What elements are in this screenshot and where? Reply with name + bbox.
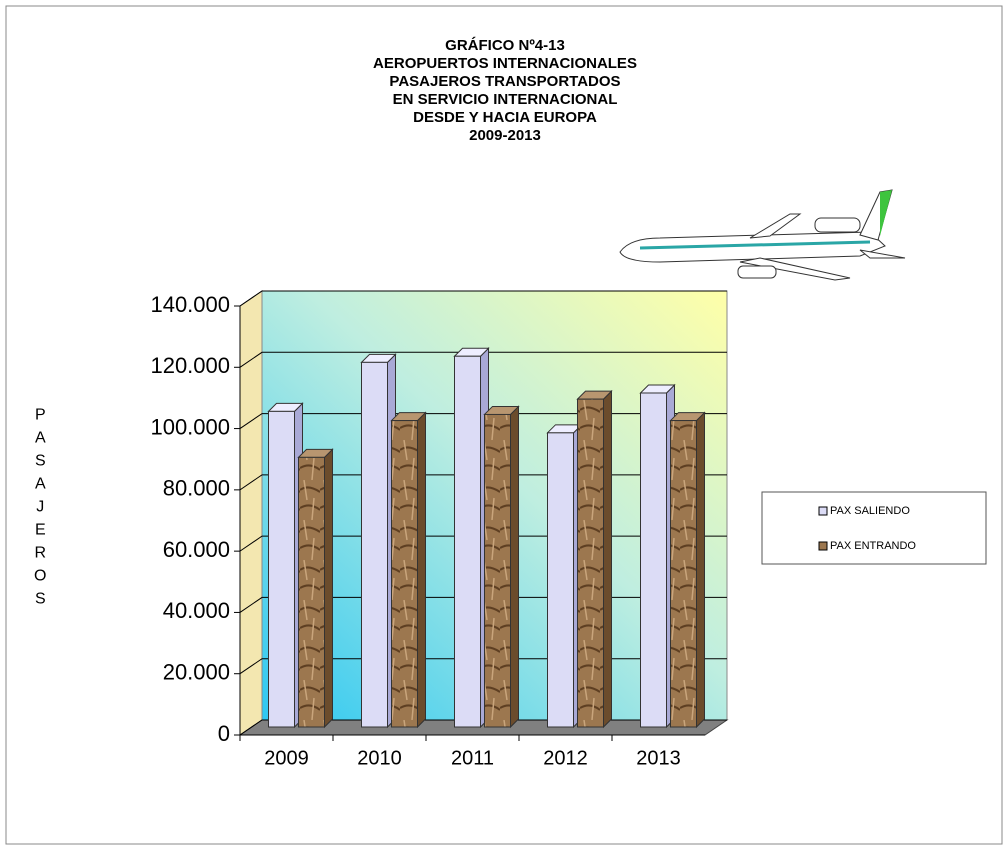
x-tick-label: 2012 <box>543 747 588 769</box>
grid-line <box>239 413 727 429</box>
y-tick-label: 100.000 <box>150 414 230 439</box>
legend-label: PAX SALIENDO <box>830 505 910 517</box>
airplane <box>619 189 906 281</box>
grid-line <box>239 290 727 307</box>
y-tick-label: 80.000 <box>163 476 230 501</box>
legend-swatch <box>818 541 828 551</box>
y-tick-label: 140.000 <box>150 292 230 317</box>
chart-title: PASAJEROS TRANSPORTADOS <box>389 73 620 90</box>
bar <box>577 398 604 728</box>
y-tick-label: 40.000 <box>163 598 230 623</box>
bar-side <box>696 411 705 729</box>
legend-swatch <box>818 506 828 516</box>
bar <box>547 432 574 728</box>
bar <box>391 420 418 728</box>
y-tick-label: 60.000 <box>163 537 230 562</box>
chart-title: AEROPUERTOS INTERNACIONALES <box>373 55 637 72</box>
bar-side <box>324 448 333 729</box>
bar <box>484 413 511 728</box>
bar <box>298 456 325 728</box>
x-tick-label: 2010 <box>357 747 402 769</box>
legend-label: PAX ENTRANDO <box>830 540 916 552</box>
bar <box>454 355 481 728</box>
bar <box>640 392 667 728</box>
chart-title: 2009-2013 <box>469 127 541 144</box>
legend <box>761 491 987 565</box>
chart-title: DESDE Y HACIA EUROPA <box>413 109 597 126</box>
y-tick-label: 120.000 <box>150 353 230 378</box>
x-tick-label: 2011 <box>451 747 494 769</box>
y-tick-label: 20.000 <box>163 660 230 685</box>
side-wall <box>239 290 263 736</box>
bar <box>268 410 295 728</box>
grid-line <box>239 351 727 368</box>
bar <box>670 420 697 728</box>
y-axis-label: PASAJEROS <box>32 407 49 614</box>
bar <box>361 361 388 728</box>
x-tick-label: 2009 <box>264 747 309 769</box>
y-tick-label: 0 <box>218 721 230 746</box>
chart-title: EN SERVICIO INTERNACIONAL <box>393 91 618 108</box>
x-tick-label: 2013 <box>636 747 681 769</box>
chart-title: GRÁFICO Nº4-13 <box>445 37 565 54</box>
bar-side <box>417 411 426 729</box>
bar-side <box>603 389 612 729</box>
bar-side <box>510 405 519 729</box>
